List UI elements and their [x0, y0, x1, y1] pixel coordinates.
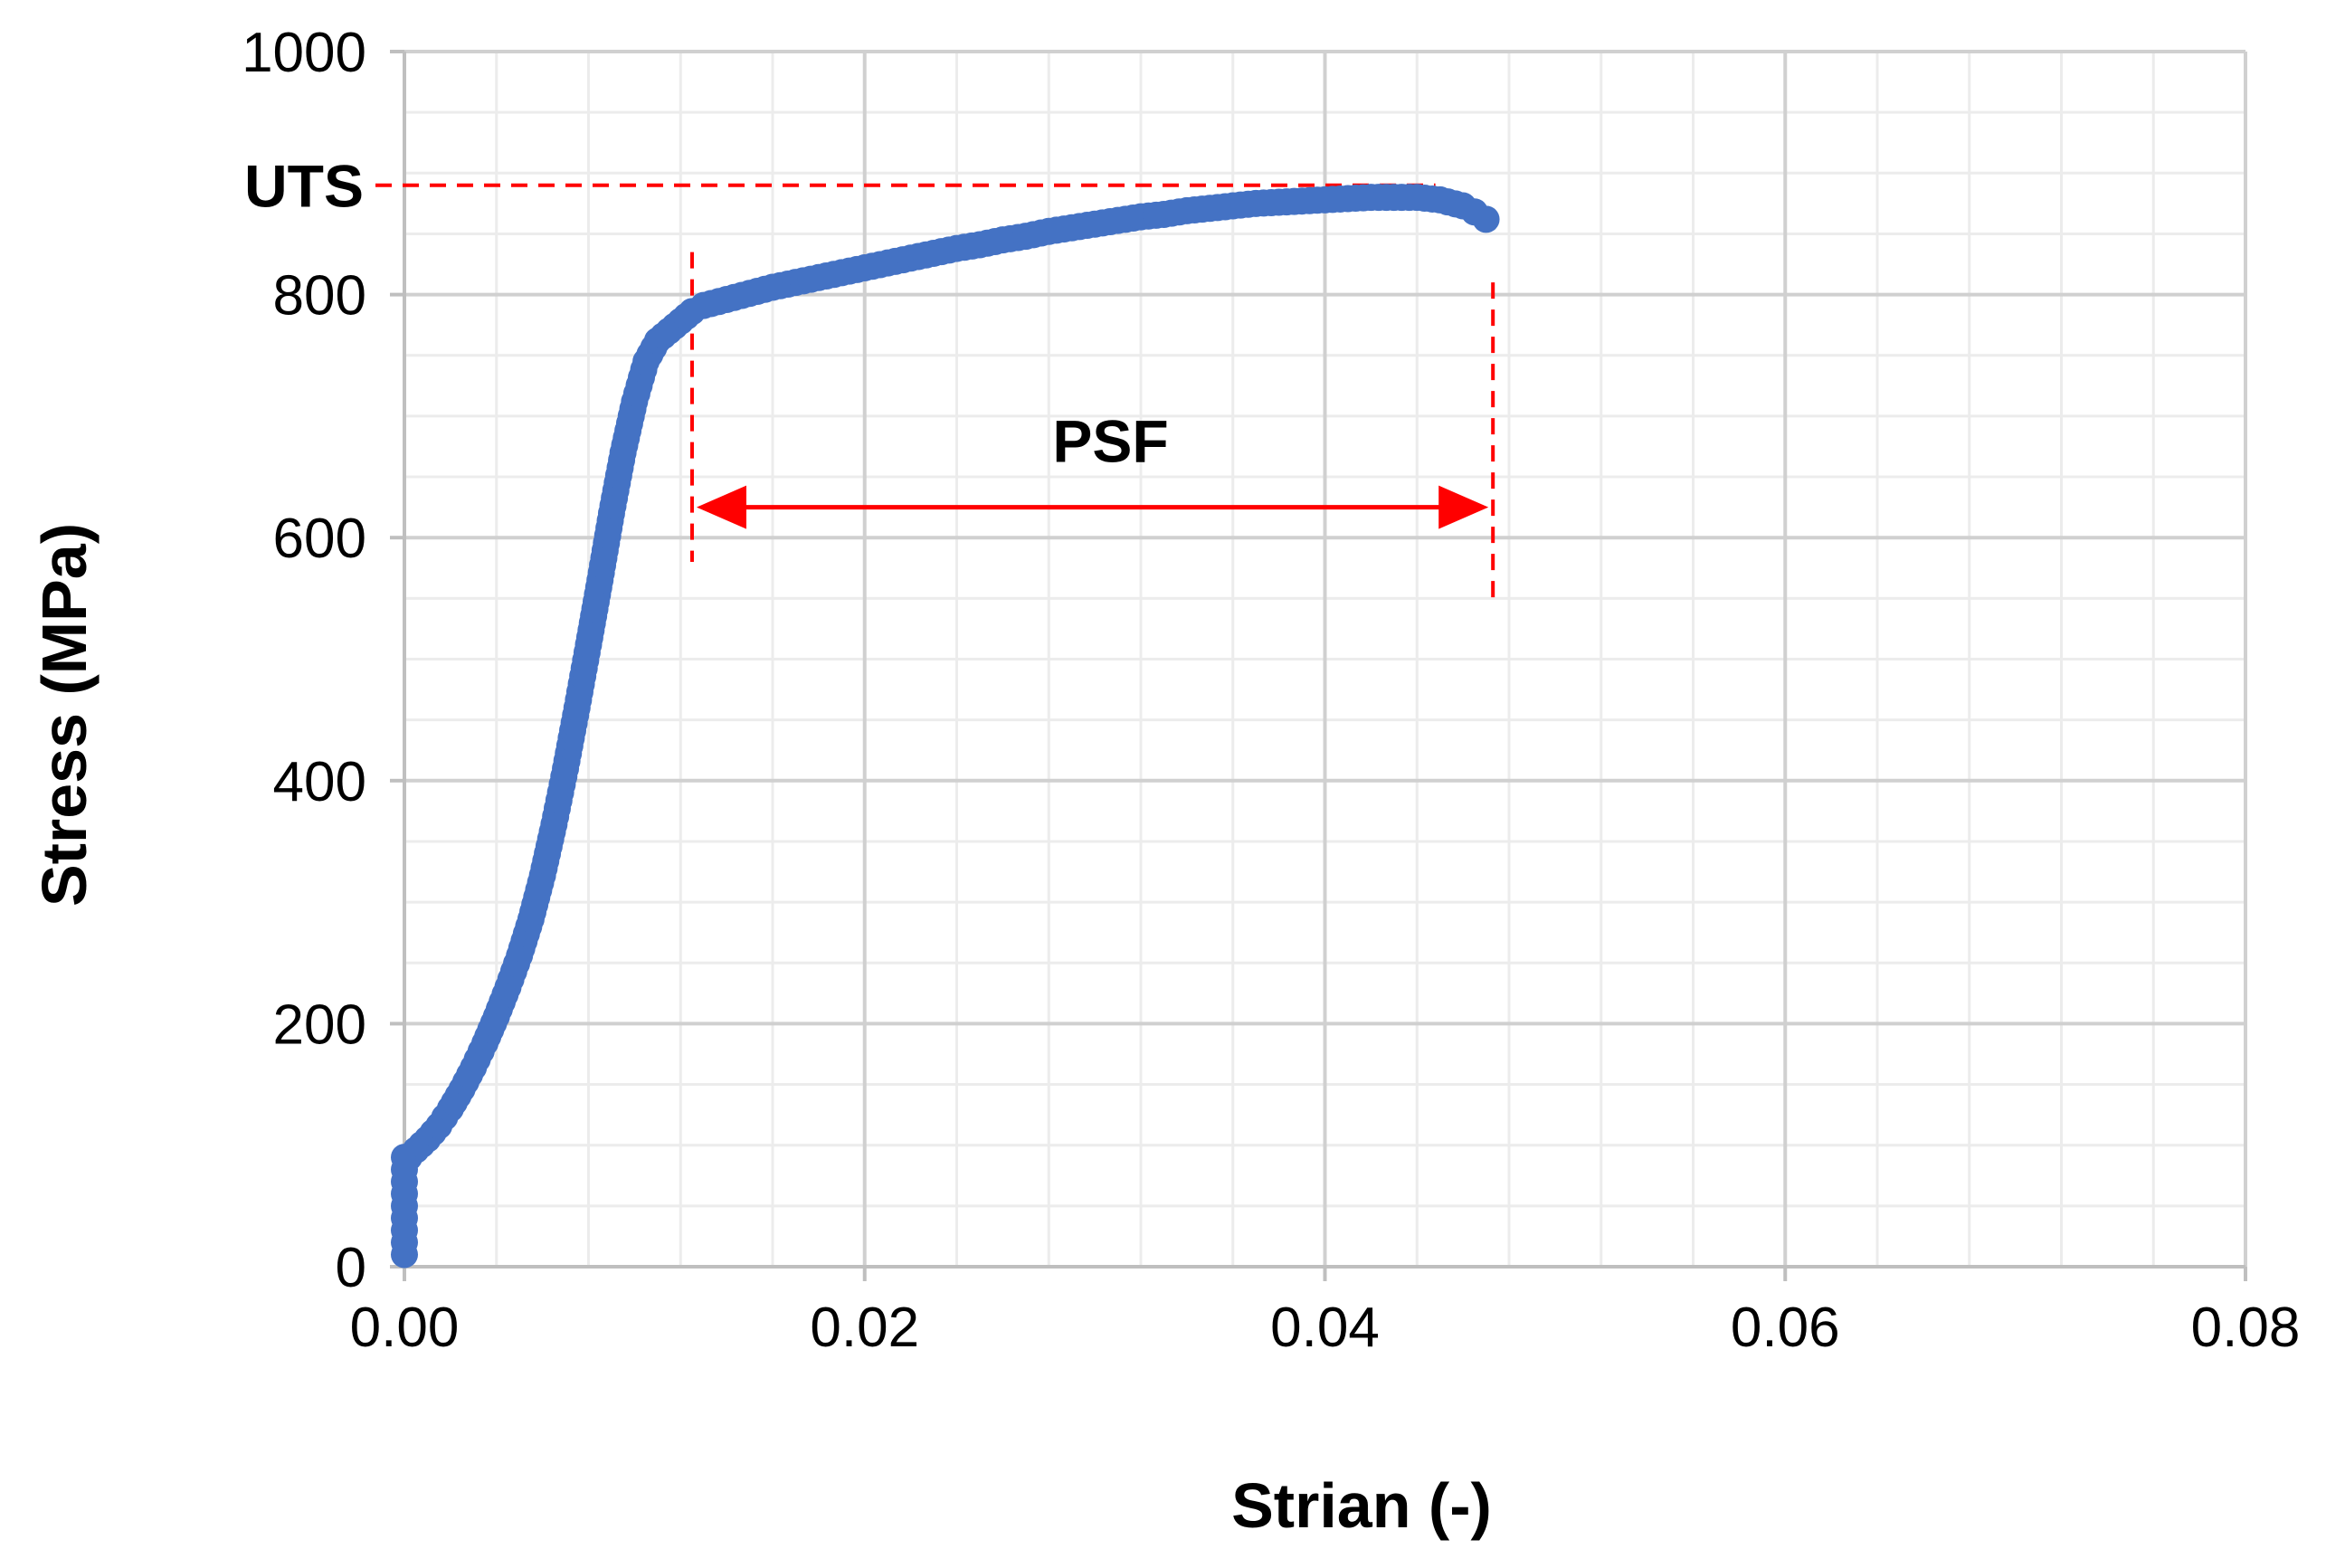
- psf-arrowhead-left: [696, 485, 746, 529]
- x-tick-label: 0.04: [1270, 1297, 1380, 1359]
- psf-arrowhead-right: [1438, 485, 1489, 529]
- y-axis-title: Stress (MPa): [29, 523, 100, 907]
- uts-label: UTS: [244, 153, 364, 220]
- data-series: [391, 184, 1500, 1269]
- y-tick-label: 600: [273, 508, 366, 570]
- axes: [390, 50, 2247, 1281]
- y-tick-label: 1000: [242, 22, 366, 84]
- psf-label: PSF: [1052, 408, 1168, 475]
- y-tick-label: 800: [273, 265, 366, 328]
- tick-labels: 0.00 0.02 0.04 0.06 0.08 0 200 400 600 800 1000: [242, 22, 2300, 1359]
- x-tick-label: 0.06: [1731, 1297, 1840, 1359]
- x-tick-label: 0.02: [810, 1297, 919, 1359]
- y-tick-label: 400: [273, 751, 366, 813]
- x-tick-label: 0.00: [350, 1297, 460, 1359]
- y-tick-label: 0: [336, 1237, 366, 1299]
- x-axis-title: Strian (-): [1231, 1470, 1492, 1541]
- y-tick-label: 200: [273, 993, 366, 1056]
- x-tick-label: 0.08: [2191, 1297, 2301, 1359]
- data-point: [1472, 205, 1500, 233]
- annotation-lines: [375, 183, 1495, 599]
